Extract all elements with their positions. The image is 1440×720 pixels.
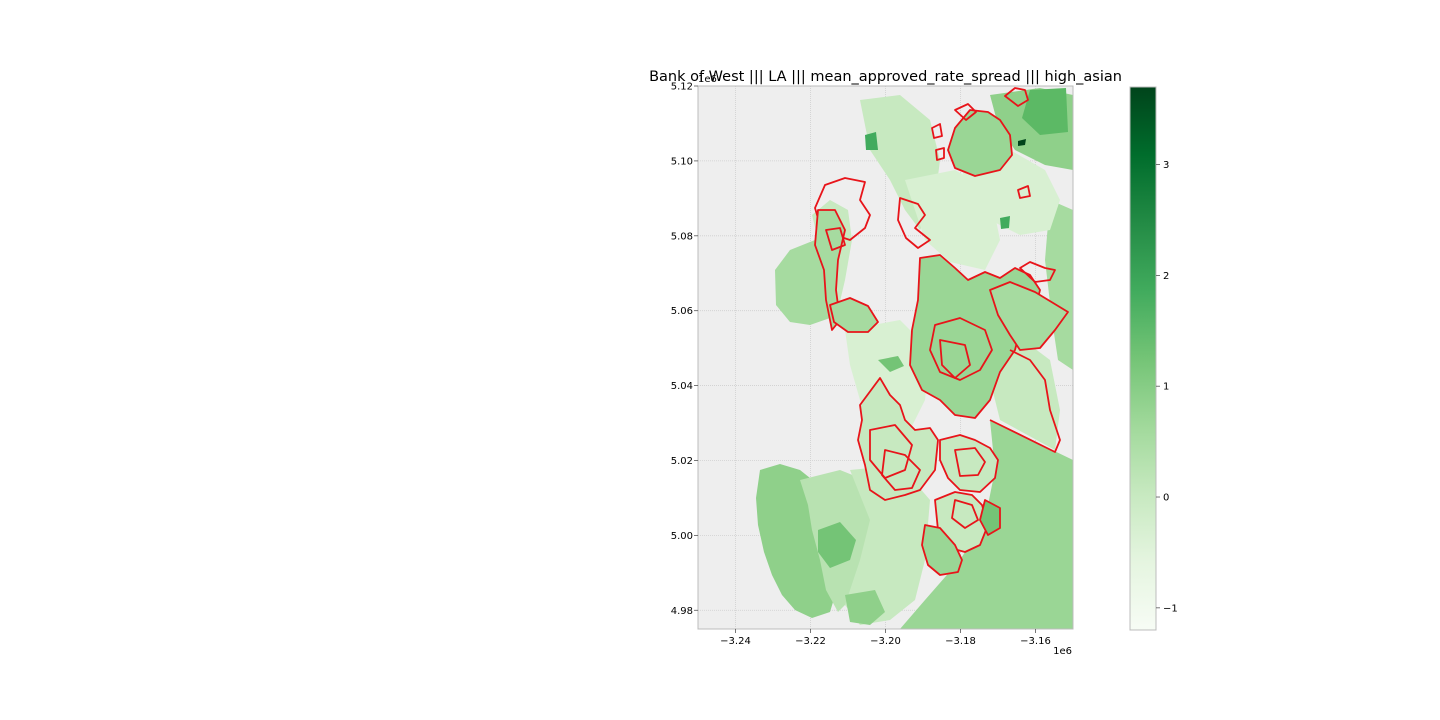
x-axis: −3.24 −3.22 −3.20 −3.18 −3.16 <box>720 629 1051 647</box>
tract-region-south-strip <box>845 590 885 625</box>
tract-region-central-green <box>878 356 904 372</box>
outline-east-spur <box>989 281 1069 351</box>
x-tick-label: −3.22 <box>795 636 826 647</box>
y-tick-label: 4.98 <box>671 606 693 617</box>
outline-north-small-2 <box>931 123 943 139</box>
y-tick-label: 5.10 <box>671 156 693 167</box>
y-offset-label: 1e6 <box>698 74 717 85</box>
outline-south-detail-2 <box>881 449 921 491</box>
outline-south-detail-3 <box>954 447 986 477</box>
y-tick-label: 5.08 <box>671 231 693 242</box>
y-axis: 4.98 5.00 5.02 5.04 5.06 5.08 5.10 5.12 <box>671 82 698 617</box>
tract-region-northeast-dark <box>1022 88 1068 135</box>
outline-south-detail-1 <box>869 424 913 479</box>
tract-region-dark-spot <box>1018 139 1026 146</box>
outline-south-detail-4 <box>951 499 979 529</box>
colorbar-tick-label: 2 <box>1163 271 1169 282</box>
high-asian-outlines <box>814 87 1069 576</box>
outline-west-lobe <box>829 297 879 333</box>
x-tick-label: −3.20 <box>870 636 901 647</box>
y-tick-label: 5.00 <box>671 531 693 542</box>
colorbar-tick-label: 0 <box>1163 493 1169 504</box>
chart-title: Bank of West ||| LA ||| mean_approved_ra… <box>649 69 1122 85</box>
outline-south-tail <box>921 524 963 576</box>
map-layer <box>756 87 1073 629</box>
tract-region-green-spot-2 <box>1000 216 1010 229</box>
y-tick-label: 5.04 <box>671 381 693 392</box>
outline-central-block-detail-2 <box>939 339 971 379</box>
outline-south-east-piece <box>979 499 1001 536</box>
outline-north-small <box>954 103 977 121</box>
x-tick-label: −3.24 <box>720 636 751 647</box>
tract-region-green-spot-1 <box>865 132 878 150</box>
outline-northeast-small <box>1019 261 1056 283</box>
outline-west-detail <box>825 227 846 251</box>
tract-region-northwest <box>775 240 832 325</box>
outline-north-block <box>947 109 1013 177</box>
outline-north-small-4 <box>1017 185 1031 199</box>
colorbar <box>1129 86 1157 631</box>
x-tick-label: −3.16 <box>1020 636 1051 647</box>
y-tick-label: 5.02 <box>671 456 693 467</box>
outline-south-center <box>939 434 999 493</box>
tract-region-southwest-dark <box>818 522 856 568</box>
colorbar-tick-label: −1 <box>1163 603 1178 614</box>
x-tick-label: −3.18 <box>945 636 976 647</box>
outline-north-small-3 <box>935 147 945 161</box>
x-offset-label: 1e6 <box>1053 646 1072 657</box>
colorbar-tick-label: 3 <box>1163 160 1169 171</box>
colorbar-tick-label: 1 <box>1163 382 1169 393</box>
outline-east-long <box>989 349 1061 453</box>
y-tick-label: 5.12 <box>671 82 693 93</box>
tract-region-south-central <box>845 465 930 625</box>
colorbar-axis: −1 0 1 2 3 <box>1156 160 1178 614</box>
outline-north-top <box>1004 87 1029 107</box>
outline-central-block-detail <box>929 317 993 381</box>
outline-north-mid-tracts <box>897 197 931 249</box>
tract-region-east-far <box>1045 200 1073 370</box>
y-tick-label: 5.06 <box>671 306 693 317</box>
